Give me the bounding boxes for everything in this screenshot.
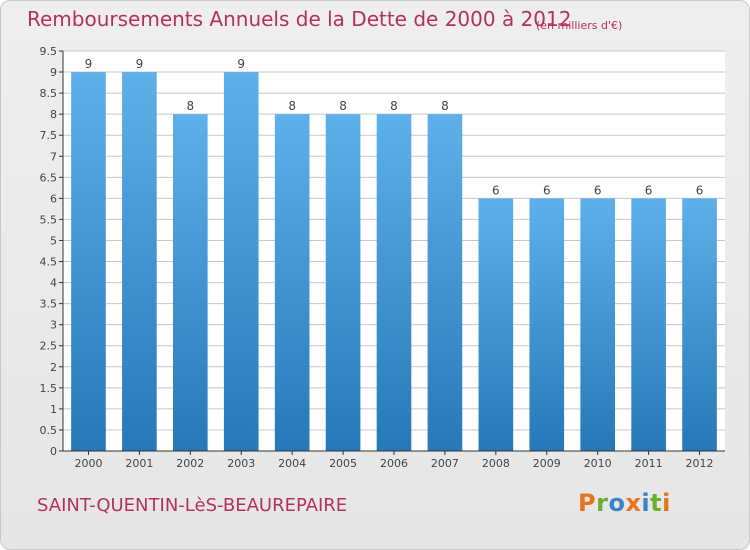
y-tick-label: 7 bbox=[50, 150, 57, 163]
y-tick-label: 6 bbox=[50, 192, 57, 205]
y-tick-label: 3.5 bbox=[40, 298, 58, 311]
y-tick-label: 5 bbox=[50, 234, 57, 247]
y-tick-label: 0.5 bbox=[40, 424, 58, 437]
data-label-2001: 9 bbox=[136, 57, 144, 71]
axes bbox=[59, 50, 725, 455]
y-tick-label: 4.5 bbox=[40, 256, 58, 269]
logo-letter: i bbox=[641, 489, 651, 517]
data-label-2002: 8 bbox=[186, 99, 194, 113]
data-label-2000: 9 bbox=[85, 57, 93, 71]
bars bbox=[71, 72, 717, 451]
data-label-2003: 9 bbox=[237, 57, 245, 71]
bar-2011 bbox=[631, 198, 666, 451]
data-label-2008: 6 bbox=[492, 183, 500, 197]
data-label-2009: 6 bbox=[543, 183, 551, 197]
x-tick-label-2011: 2011 bbox=[635, 457, 663, 470]
y-tick-label: 1 bbox=[50, 403, 57, 416]
y-tick-label: 7.5 bbox=[40, 129, 58, 142]
y-tick-label: 6.5 bbox=[40, 171, 58, 184]
data-label-2007: 8 bbox=[441, 99, 449, 113]
chart-unit-note: (en milliers d'€) bbox=[536, 19, 623, 32]
bar-2007 bbox=[427, 114, 463, 451]
y-tick-label: 9 bbox=[50, 66, 57, 79]
bar-2005 bbox=[325, 114, 361, 451]
x-tick-label-2000: 2000 bbox=[74, 457, 102, 470]
x-tick-label-2004: 2004 bbox=[278, 457, 306, 470]
x-tick-label-2005: 2005 bbox=[329, 457, 357, 470]
bar-2008 bbox=[478, 198, 514, 451]
data-label-2006: 8 bbox=[390, 99, 398, 113]
logo-letter: r bbox=[596, 489, 609, 517]
city-name: SAINT-QUENTIN-LèS-BEAUREPAIRE bbox=[37, 495, 348, 516]
y-tick-label: 8 bbox=[50, 108, 57, 121]
y-tick-label: 1.5 bbox=[40, 382, 58, 395]
bar-2006 bbox=[376, 114, 412, 451]
logo-letter: x bbox=[625, 489, 642, 517]
labels: 0 0.5 1 1.5 2 2.5 3 3.5 4 4.5 5 5.5 6 6.5 7 7.5 8 8.5 9 9.5… bbox=[40, 45, 714, 470]
y-tick-label: 8.5 bbox=[40, 87, 58, 100]
bar-2009 bbox=[529, 198, 565, 451]
bar-2000 bbox=[71, 72, 106, 451]
bar-2010 bbox=[580, 198, 616, 451]
chart-title: Remboursements Annuels de la Dette de 20… bbox=[27, 7, 572, 31]
x-tick-label-2002: 2002 bbox=[176, 457, 204, 470]
bar-2002 bbox=[172, 114, 208, 451]
y-tick-label: 4 bbox=[50, 277, 57, 290]
bar-2012 bbox=[682, 198, 717, 451]
data-label-2012: 6 bbox=[696, 183, 704, 197]
y-tick-label: 9.5 bbox=[40, 45, 58, 58]
logo-letter: i bbox=[662, 489, 671, 517]
y-tick-label: 3 bbox=[50, 319, 57, 332]
data-label-2005: 8 bbox=[339, 99, 347, 113]
x-tick-label-2006: 2006 bbox=[380, 457, 408, 470]
y-tick-label: 2 bbox=[50, 361, 57, 374]
bar-2003 bbox=[223, 72, 259, 451]
x-tick-label-2003: 2003 bbox=[227, 457, 255, 470]
x-tick-label-2009: 2009 bbox=[533, 457, 561, 470]
x-tick-label-2008: 2008 bbox=[482, 457, 510, 470]
x-tick-label-2010: 2010 bbox=[584, 457, 612, 470]
data-label-2011: 6 bbox=[645, 183, 653, 197]
logo-letter: P bbox=[578, 489, 597, 517]
bar-2004 bbox=[274, 114, 310, 451]
x-tick-label-2012: 2012 bbox=[686, 457, 714, 470]
data-label-2004: 8 bbox=[288, 99, 296, 113]
data-label-2010: 6 bbox=[594, 183, 602, 197]
proxiti-logo: Proxiti bbox=[578, 489, 671, 517]
x-tick-label-2007: 2007 bbox=[431, 457, 459, 470]
x-tick-label-2001: 2001 bbox=[125, 457, 153, 470]
y-tick-label: 2.5 bbox=[40, 340, 58, 353]
logo-letter: t bbox=[650, 489, 663, 517]
y-tick-label: 5.5 bbox=[40, 213, 58, 226]
y-tick-label: 0 bbox=[50, 445, 57, 458]
logo-letter: o bbox=[608, 489, 626, 517]
bar-2001 bbox=[122, 72, 157, 451]
